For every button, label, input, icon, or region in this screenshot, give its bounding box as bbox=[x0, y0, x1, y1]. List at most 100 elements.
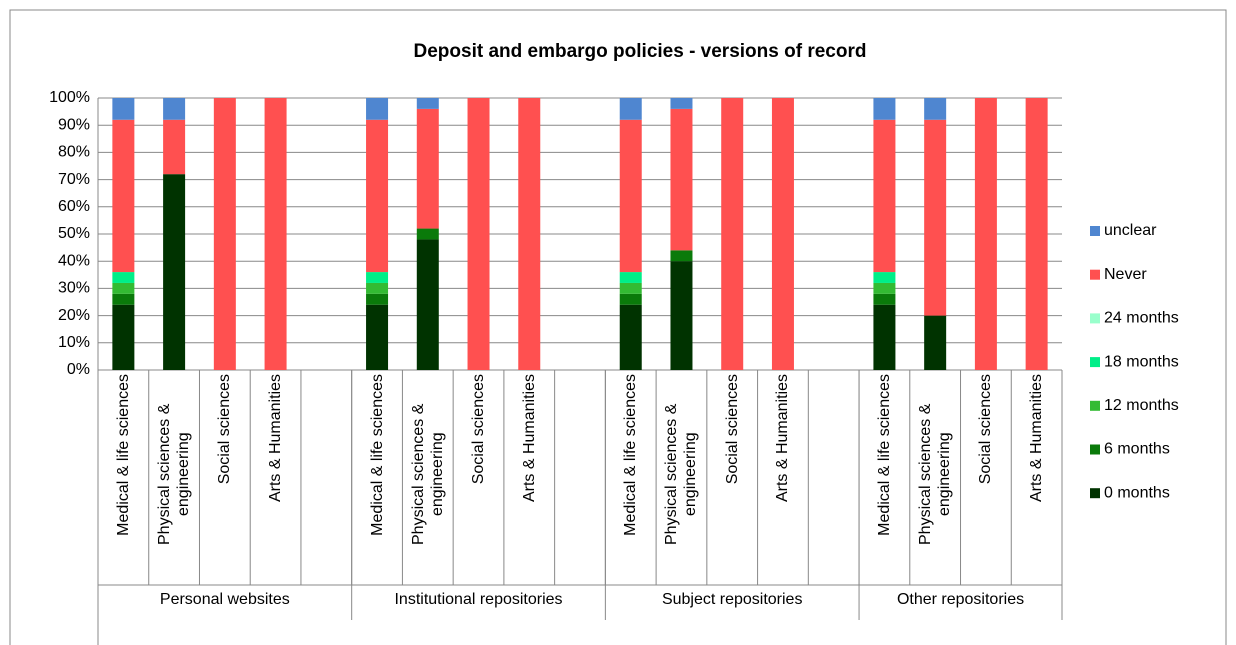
bar-segment bbox=[771, 98, 794, 370]
legend-swatch bbox=[1090, 488, 1100, 499]
x-tick-label-box: Physical sciences & engineering bbox=[656, 374, 707, 584]
bar-segment bbox=[112, 98, 135, 120]
x-tick-label-box: Arts & Humanities bbox=[758, 374, 809, 584]
bar-segment bbox=[112, 119, 135, 273]
legend-label: 12 months bbox=[1104, 397, 1179, 414]
x-tick-label-box: Arts & Humanities bbox=[504, 374, 555, 584]
x-tick-label: Social sciences bbox=[470, 374, 488, 485]
y-tick-label: 80% bbox=[58, 144, 90, 161]
bar-segment bbox=[924, 119, 947, 316]
y-tick-label: 90% bbox=[58, 116, 90, 133]
bar-segment bbox=[416, 239, 439, 370]
x-tick-label: Physical sciences & engineering bbox=[409, 403, 446, 545]
legend-label: 0 months bbox=[1104, 484, 1170, 501]
legend-label: 18 months bbox=[1104, 353, 1179, 370]
bar-segment bbox=[112, 304, 135, 370]
legend-swatch bbox=[1090, 400, 1100, 411]
bar-segment bbox=[670, 98, 693, 109]
legend-swatch bbox=[1090, 269, 1100, 280]
x-tick-label: Arts & Humanities bbox=[520, 374, 538, 503]
y-tick-label: 30% bbox=[58, 280, 90, 297]
x-tick-label-box: Physical sciences & engineering bbox=[149, 374, 200, 584]
x-tick-label: Arts & Humanities bbox=[774, 374, 792, 503]
x-tick-label: Social sciences bbox=[977, 374, 995, 485]
bar-segment bbox=[873, 304, 896, 370]
x-tick-label: Physical sciences & engineering bbox=[663, 403, 700, 545]
bar-segment bbox=[163, 98, 186, 120]
bar-segment bbox=[619, 98, 642, 120]
bar-segment bbox=[112, 282, 135, 294]
x-tick-label-box: Arts & Humanities bbox=[1011, 374, 1062, 584]
bar-segment bbox=[163, 119, 186, 175]
bar-segment bbox=[924, 315, 947, 370]
x-tick-label-box: Social sciences bbox=[961, 374, 1012, 584]
bar-segment bbox=[619, 282, 642, 294]
legend-swatch bbox=[1090, 357, 1100, 368]
legend-label: 24 months bbox=[1104, 310, 1179, 327]
x-tick-label-box: Medical & life sciences bbox=[605, 374, 656, 584]
bar-segment bbox=[670, 250, 693, 262]
x-tick-label-box: Medical & life sciences bbox=[352, 374, 403, 584]
x-tick-label: Social sciences bbox=[723, 374, 741, 485]
x-tick-label-box: Arts & Humanities bbox=[250, 374, 301, 584]
x-tick-label-box: Social sciences bbox=[453, 374, 504, 584]
bar-segment bbox=[873, 98, 896, 120]
x-tick-label-box: Social sciences bbox=[707, 374, 758, 584]
bar-segment bbox=[112, 272, 135, 283]
x-tick-label: Medical & life sciences bbox=[875, 374, 893, 536]
bar-segment bbox=[670, 108, 693, 251]
bar-segment bbox=[366, 293, 389, 305]
x-tick-label: Medical & life sciences bbox=[114, 374, 132, 536]
bar-segment bbox=[1025, 98, 1048, 370]
bar-segment bbox=[619, 272, 642, 283]
bar-segment bbox=[416, 108, 439, 229]
x-tick-label: Arts & Humanities bbox=[267, 374, 285, 503]
y-tick-label: 60% bbox=[58, 198, 90, 215]
bar-segment bbox=[619, 304, 642, 370]
x-tick-label-box: Medical & life sciences bbox=[98, 374, 149, 584]
group-label: Institutional repositories bbox=[394, 591, 562, 608]
bar-segment bbox=[366, 272, 389, 283]
bar-segment bbox=[619, 119, 642, 273]
legend-swatch bbox=[1090, 226, 1100, 236]
bar-segment bbox=[112, 293, 135, 305]
x-tick-label-box: Medical & life sciences bbox=[859, 374, 910, 584]
group-label: Other repositories bbox=[897, 591, 1024, 608]
bar-segment bbox=[924, 98, 947, 120]
bar-segment bbox=[416, 228, 439, 240]
y-tick-label: 40% bbox=[58, 252, 90, 269]
x-tick-label: Arts & Humanities bbox=[1028, 374, 1046, 503]
x-tick-label-box: Physical sciences & engineering bbox=[402, 374, 453, 584]
bar-segment bbox=[518, 98, 541, 370]
bar-segment bbox=[619, 293, 642, 305]
x-tick-label-box: Physical sciences & engineering bbox=[910, 374, 961, 584]
x-tick-label: Physical sciences & engineering bbox=[917, 403, 954, 545]
x-tick-label: Physical sciences & engineering bbox=[156, 403, 193, 545]
y-tick-label: 0% bbox=[67, 361, 90, 378]
x-tick-label: Social sciences bbox=[216, 374, 234, 485]
x-tick-label-box: Social sciences bbox=[199, 374, 250, 584]
y-tick-label: 50% bbox=[58, 225, 90, 242]
legend-label: unclear bbox=[1104, 222, 1157, 239]
bar-segment bbox=[366, 98, 389, 120]
bar-segment bbox=[366, 282, 389, 294]
legend-swatch bbox=[1090, 444, 1100, 455]
group-label: Subject repositories bbox=[662, 591, 803, 608]
legend-label: Never bbox=[1104, 266, 1147, 283]
group-label: Personal websites bbox=[160, 591, 290, 608]
x-tick-label: Medical & life sciences bbox=[622, 374, 640, 536]
y-tick-label: 100% bbox=[49, 89, 90, 106]
chart-border bbox=[9, 9, 1227, 645]
bar-segment bbox=[873, 272, 896, 283]
y-tick-label: 70% bbox=[58, 171, 90, 188]
y-tick-label: 10% bbox=[58, 334, 90, 351]
bar-segment bbox=[670, 261, 693, 370]
bar-segment bbox=[873, 119, 896, 273]
bar-segment bbox=[366, 119, 389, 273]
bar-segment bbox=[213, 98, 236, 370]
bar-segment bbox=[974, 98, 997, 370]
bar-segment bbox=[873, 282, 896, 294]
bar-segment bbox=[467, 98, 490, 370]
